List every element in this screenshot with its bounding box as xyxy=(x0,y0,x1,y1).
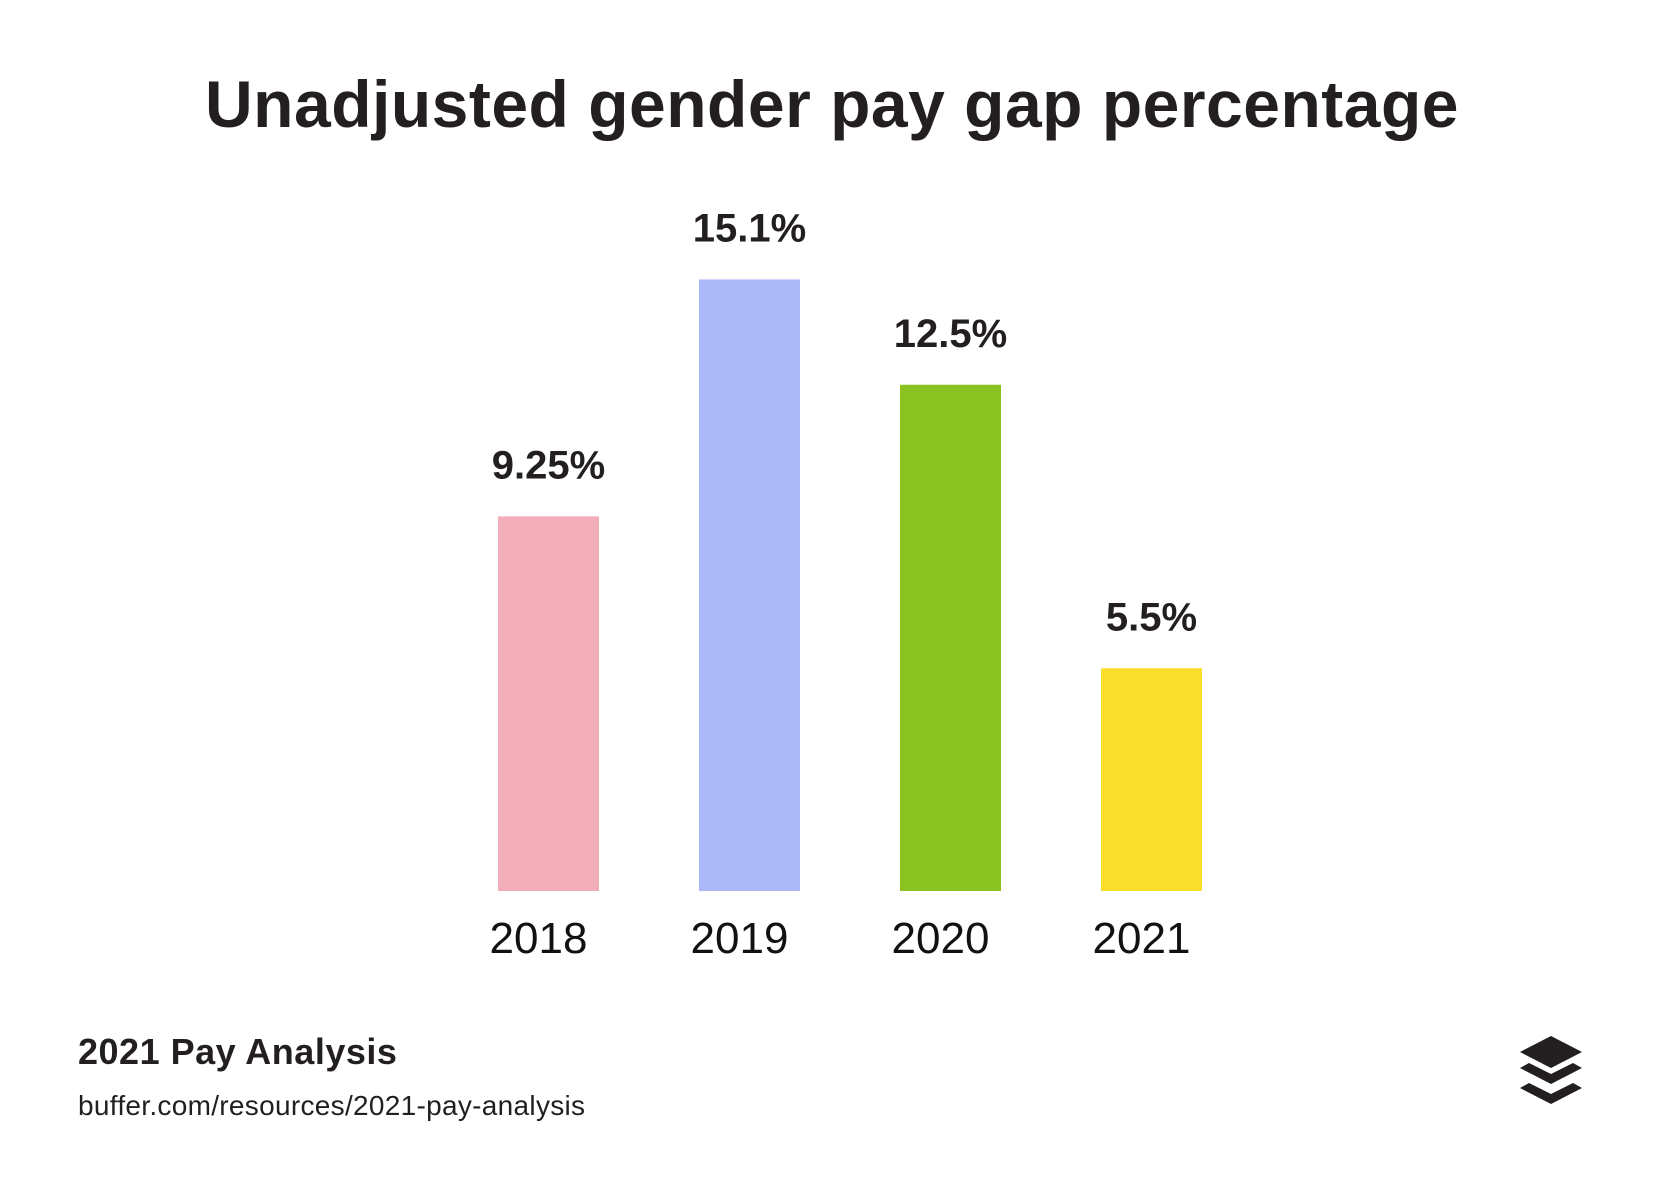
x-tick-label-2019: 2019 xyxy=(691,914,789,963)
bar-2019 xyxy=(699,279,800,891)
x-tick-label-2021: 2021 xyxy=(1093,914,1191,963)
bar-2020 xyxy=(900,384,1001,891)
x-tick-label-2020: 2020 xyxy=(892,914,990,963)
footer-title: 2021 Pay Analysis xyxy=(78,1031,398,1072)
bar-chart: 9.25% 2018 15.1% 2019 12.5% 2020 5.5% 2021 xyxy=(490,206,1202,963)
chart-title: Unadjusted gender pay gap percentage xyxy=(205,67,1459,141)
bar-2018 xyxy=(498,516,599,891)
footer-url: buffer.com/resources/2021-pay-analysis xyxy=(78,1090,586,1121)
data-label-2018: 9.25% xyxy=(492,443,605,487)
bar-2021 xyxy=(1101,668,1202,891)
data-label-2020: 12.5% xyxy=(894,312,1007,356)
data-label-2021: 5.5% xyxy=(1106,595,1197,639)
x-tick-label-2018: 2018 xyxy=(490,914,588,963)
data-label-2019: 15.1% xyxy=(693,206,806,250)
buffer-stack-icon xyxy=(1520,1036,1582,1104)
